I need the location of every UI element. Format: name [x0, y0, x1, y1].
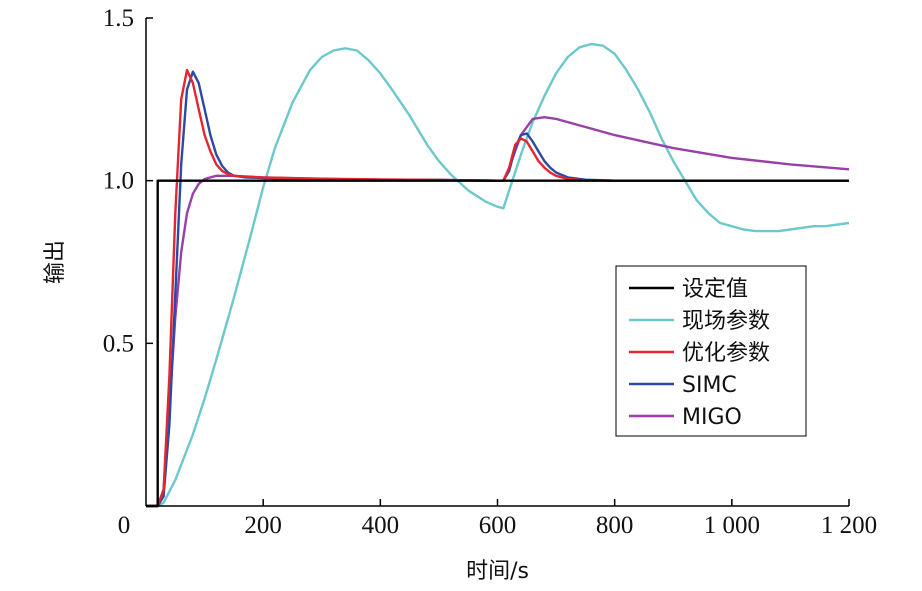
series-line: [146, 68, 849, 508]
y-ticks: 0.5 1.0 1.5: [103, 5, 153, 357]
x-tick-label: 0: [118, 512, 131, 539]
series-line: [146, 42, 850, 508]
x-tick-label: 400: [362, 512, 400, 539]
y-tick-label: 1.5: [103, 5, 134, 32]
legend-label: 设定值: [682, 277, 748, 302]
x-tick-label: 600: [479, 512, 517, 539]
x-axis-title: 时间/s: [466, 559, 529, 584]
x-tick-label: 1 200: [821, 512, 877, 539]
legend-label: 现场参数: [682, 309, 770, 334]
y-tick-label: 1.0: [103, 168, 134, 195]
x-tick-label: 800: [596, 512, 634, 539]
legend-label: 优化参数: [682, 341, 770, 366]
x-ticks: 0 200 400 600 800 1 000 1 200: [118, 499, 877, 539]
x-tick-label: 200: [244, 512, 282, 539]
legend-label: MIGO: [682, 405, 742, 430]
legend-label: SIMC: [682, 373, 737, 398]
x-tick-label: 1 000: [704, 512, 760, 539]
y-axis-title: 输出: [43, 240, 68, 284]
y-tick-label: 0.5: [103, 330, 134, 357]
